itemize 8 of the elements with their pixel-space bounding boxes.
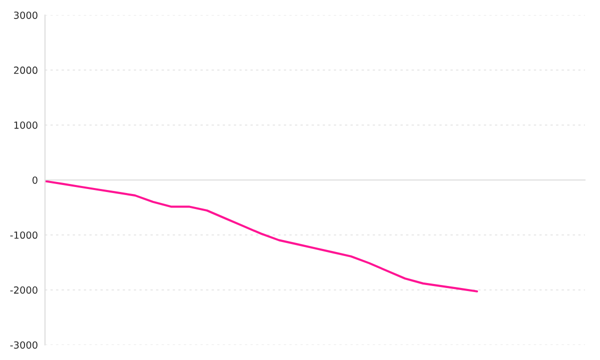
y-tick-label: -2000 (10, 286, 38, 294)
y-tick-label: -3000 (10, 341, 38, 349)
y-tick-label: 1000 (14, 122, 38, 129)
line-series (45, 180, 478, 292)
y-tick-label: 3000 (14, 12, 38, 19)
y-tick-label: 0 (32, 176, 38, 184)
y-tick-label: 2000 (14, 66, 38, 74)
y-tick-label: -1000 (10, 231, 38, 239)
